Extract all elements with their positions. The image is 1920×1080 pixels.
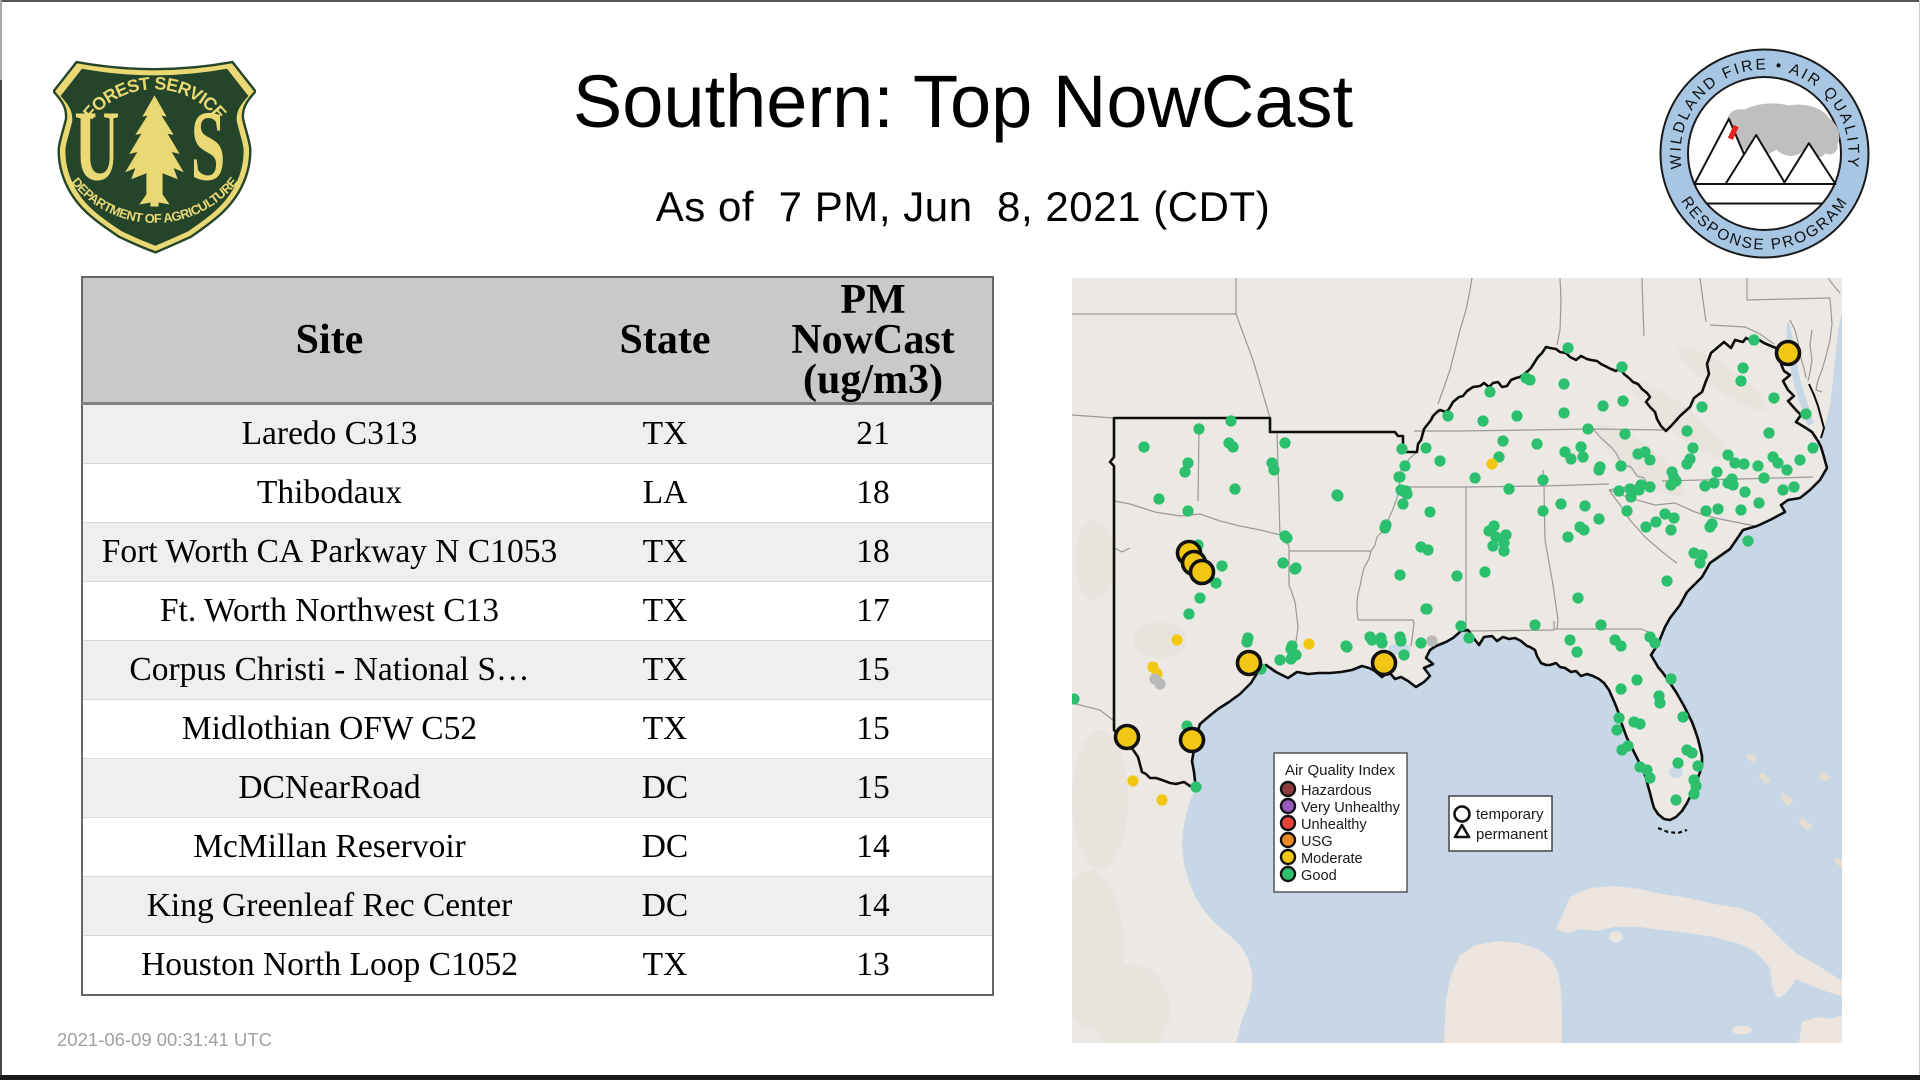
- svg-text:U: U: [74, 90, 119, 202]
- svg-text:Moderate: Moderate: [1301, 851, 1363, 867]
- svg-text:temporary: temporary: [1476, 806, 1544, 823]
- svg-text:Very Unhealthy: Very Unhealthy: [1301, 800, 1401, 816]
- svg-text:Air Quality Index: Air Quality Index: [1285, 762, 1396, 779]
- svg-text:Good: Good: [1301, 868, 1337, 884]
- svg-text:permanent: permanent: [1476, 826, 1549, 843]
- svg-text:Hazardous: Hazardous: [1301, 783, 1372, 799]
- svg-text:Unhealthy: Unhealthy: [1301, 817, 1367, 833]
- svg-text:S: S: [191, 90, 226, 202]
- svg-text:USG: USG: [1301, 834, 1333, 850]
